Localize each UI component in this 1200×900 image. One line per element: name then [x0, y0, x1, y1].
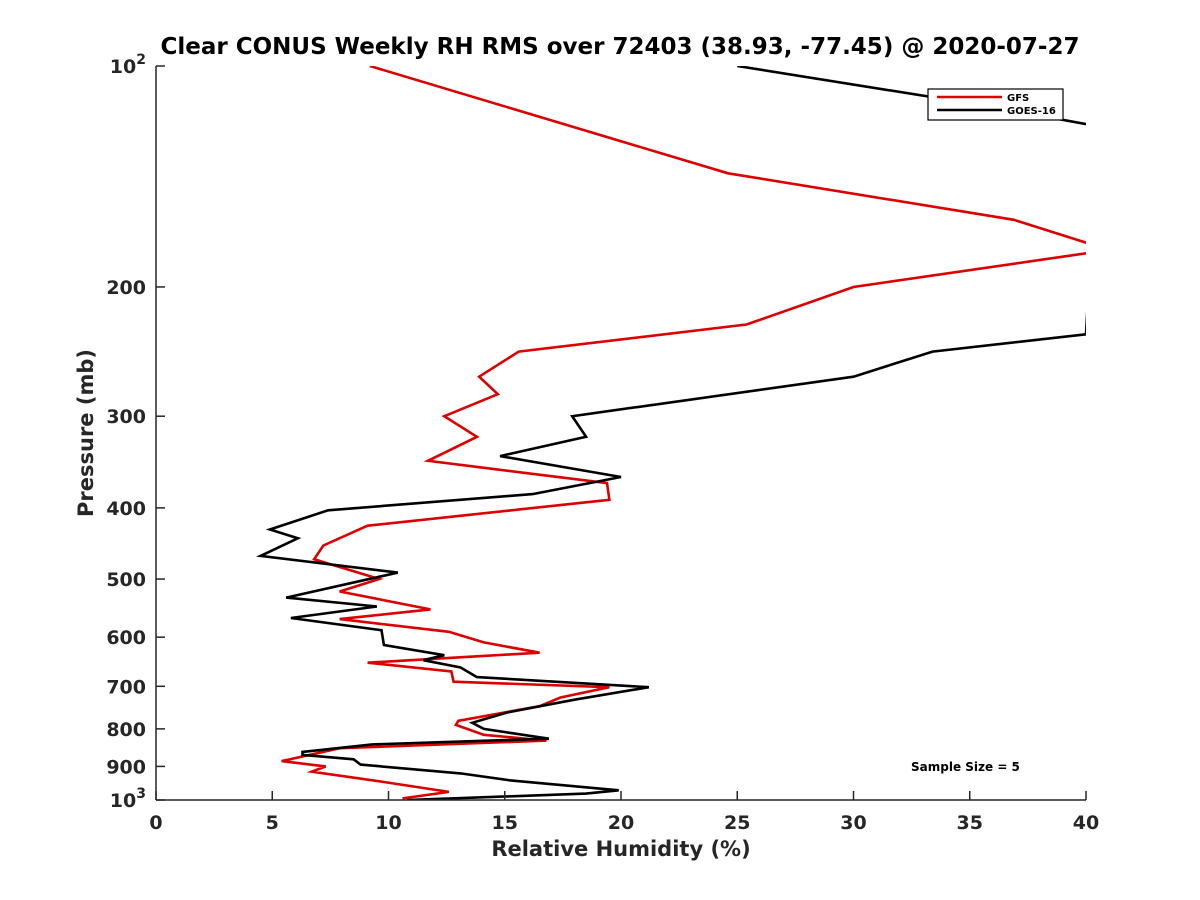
- series-line-gfs: [281, 66, 1086, 800]
- y-ticks: 102 200 300 400 500 600 700 800 900 103: [106, 52, 165, 812]
- x-tick-label: 40: [1073, 812, 1099, 834]
- x-tick-label: 15: [492, 812, 518, 834]
- x-tick-label: 5: [266, 812, 279, 834]
- sample-size-annotation: Sample Size = 5: [911, 760, 1020, 774]
- x-ticks: 0 5 10 15 20 25 30 35 40: [149, 791, 1099, 834]
- legend-label-goes16: GOES-16: [1007, 106, 1056, 117]
- x-axis-label: Relative Humidity (%): [491, 837, 750, 861]
- y-tick-label: 200: [106, 277, 146, 299]
- legend: GFS GOES-16: [927, 88, 1064, 121]
- series-layer: [255, 66, 1086, 800]
- x-tick-label: 30: [840, 812, 866, 834]
- x-tick-label: 20: [608, 812, 634, 834]
- x-tick-label: 0: [149, 812, 162, 834]
- y-tick-label: 900: [106, 756, 146, 778]
- y-tick-label: 500: [106, 569, 146, 591]
- y-tick-label: 300: [106, 406, 146, 428]
- legend-box: [927, 88, 1064, 121]
- y-tick-label: 700: [106, 676, 146, 698]
- x-tick-label: 35: [957, 812, 983, 834]
- y-tick-label: 103: [110, 786, 146, 812]
- y-axis-label: Pressure (mb): [74, 349, 98, 517]
- x-tick-label: 10: [375, 812, 401, 834]
- y-tick-label: 400: [106, 498, 146, 520]
- legend-label-gfs: GFS: [1007, 93, 1029, 104]
- y-tick-label: 800: [106, 719, 146, 741]
- y-tick-label: 102: [110, 52, 146, 78]
- chart-title: Clear CONUS Weekly RH RMS over 72403 (38…: [161, 34, 1080, 60]
- x-tick-label: 25: [724, 812, 750, 834]
- y-tick-label: 600: [106, 627, 146, 649]
- series-line-goes16: [255, 66, 1086, 800]
